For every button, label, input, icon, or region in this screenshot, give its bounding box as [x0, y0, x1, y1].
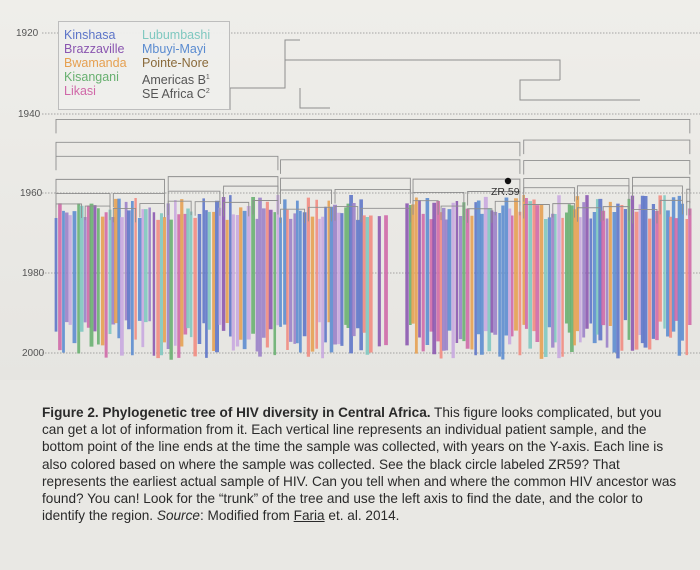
caption-source-label: Source	[156, 508, 200, 524]
legend-americas-b: Americas B1	[142, 73, 210, 88]
tree-branch-0	[84, 205, 111, 221]
tree-branch-0	[552, 203, 576, 218]
tree-branch-2	[412, 178, 521, 194]
tree-branch-4	[523, 139, 691, 155]
tree-root	[284, 39, 300, 60]
tree-branch-0	[223, 201, 250, 217]
tree-branch-0	[494, 200, 521, 216]
tree-branch-0	[523, 204, 550, 219]
tree-branch-3	[523, 160, 691, 175]
tree-canvas	[42, 32, 700, 360]
legend-pointe-nore: Pointe-Nore	[142, 56, 209, 70]
tree-branch-0	[194, 201, 221, 216]
zr59-marker-label: ZR.59	[491, 186, 520, 198]
tree-branch-1	[576, 185, 630, 200]
tree-branch-1	[334, 189, 411, 204]
caption-title: Figure 2. Phylogenetic tree of HIV diver…	[42, 405, 431, 420]
axis-year-1980: 1980	[22, 268, 45, 279]
legend: Kinshasa Lubumbashi Brazzaville Mbuyi-Ma…	[58, 21, 230, 110]
tree-branch-0	[360, 207, 411, 223]
legend-brazzaville: Brazzaville	[64, 42, 125, 56]
legend-likasi: Likasi	[64, 84, 96, 98]
tree-branch-4	[55, 141, 521, 157]
tree-branch-0	[139, 203, 165, 218]
legend-bwamanda: Bwamanda	[64, 56, 127, 70]
tree-branch-2	[55, 178, 165, 194]
tree-branch-0	[252, 200, 279, 215]
tree-branch-0	[686, 200, 691, 216]
tree-branch-1	[412, 191, 465, 207]
tree-branch-0	[467, 208, 493, 223]
tree-branch-0	[412, 200, 439, 215]
zr59-marker	[504, 177, 512, 185]
tree-branch-2	[523, 178, 630, 193]
tree-branch-0	[112, 207, 137, 223]
tree-branch-1	[167, 190, 221, 206]
legend-se-africa-c: SE Africa C2	[142, 87, 210, 102]
tree-branch-5	[55, 118, 691, 134]
tree-branch-0	[280, 208, 306, 224]
figure-caption: Figure 2. Phylogenetic tree of HIV diver…	[42, 404, 682, 524]
phylogenetic-tree-figure: 1920 1940 1960 1980 2000 Kinshasa Lubumb…	[0, 0, 700, 380]
tree-branch-0	[55, 203, 83, 218]
caption-body: This figure looks complicated, but you c…	[42, 405, 677, 524]
tree-branch-3	[55, 155, 279, 171]
tree-trunk	[229, 59, 561, 110]
tree-branch-0	[632, 209, 658, 224]
axis-year-1960: 1960	[20, 188, 43, 199]
tree-branch-0	[334, 206, 359, 221]
axis-year-1940: 1940	[18, 109, 41, 120]
tree-branch-1	[280, 189, 332, 205]
axis-year-1920: 1920	[16, 28, 39, 39]
tree-branch-1	[523, 187, 576, 202]
tree-branch-0	[576, 207, 601, 222]
legend-kisangani: Kisangani	[64, 70, 119, 84]
legend-kinshasa: Kinshasa	[64, 28, 116, 42]
axis-year-2000: 2000	[22, 348, 45, 359]
tree-branch-upper	[299, 88, 330, 109]
tree-branch-0	[307, 206, 332, 222]
tree-branch-2	[632, 176, 691, 192]
caption-source-tail: et. al. 2014.	[324, 508, 400, 524]
tree-branch-2	[167, 176, 279, 191]
tree-branch-0	[440, 205, 465, 221]
tree-branch-0	[659, 199, 683, 215]
tree-branch-1	[223, 185, 279, 201]
legend-lubumbashi: Lubumbashi	[142, 28, 211, 42]
tree-branch-2	[280, 177, 411, 193]
tree-branch-1	[55, 193, 111, 208]
tree-branch-right	[519, 79, 640, 101]
tree-branch-1	[686, 188, 691, 204]
tree-branch-1	[467, 191, 521, 206]
tree-branch-0	[602, 206, 630, 221]
tree-branch-1	[632, 185, 683, 200]
legend-mbuyi-mayi: Mbuyi-Mayi	[142, 42, 206, 56]
tree-branch-1	[112, 192, 165, 208]
caption-source-text: : Modified from	[199, 508, 294, 524]
tree-branch-3	[280, 159, 521, 174]
tree-branch-0	[167, 200, 192, 216]
caption-source-link[interactable]: Faria	[293, 508, 325, 524]
